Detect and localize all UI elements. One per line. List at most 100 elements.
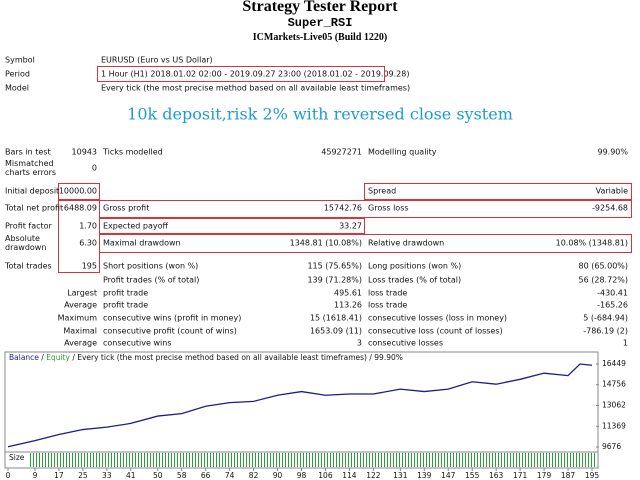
highlight-box: [364, 183, 632, 200]
y-tick-label: 14756: [602, 380, 626, 389]
x-tick-label: 33: [102, 471, 112, 480]
stat-label: Profit trades (% of total): [103, 275, 200, 285]
x-tick-label: 90: [273, 471, 283, 480]
info-value: EURUSD (Euro vs US Dollar): [101, 55, 213, 65]
info-value: 1 Hour (H1) 2018.01.02 02:00 - 2019.09.2…: [101, 69, 410, 79]
x-tick-label: 163: [489, 471, 504, 480]
x-tick-label: 106: [318, 471, 333, 480]
info-value: Every tick (the most precise method base…: [101, 83, 411, 93]
stat-value: Largest: [67, 288, 97, 298]
stat-label: Short positions (won %): [103, 261, 199, 271]
stat-label: Gross loss: [368, 203, 409, 213]
stat-value: Average: [64, 338, 97, 348]
x-tick-label: 122: [366, 471, 381, 480]
highlight-box: [99, 218, 365, 234]
stat-label: Profit factor: [5, 221, 52, 231]
stat-value: -165.26: [597, 300, 628, 310]
x-tick-label: 195: [585, 471, 600, 480]
stat-value: 80 (65.00%): [578, 261, 628, 271]
stat-label: Relative drawdown: [368, 238, 445, 248]
stat-value: 10943: [71, 147, 97, 157]
stat-value: 3: [356, 338, 362, 348]
x-tick-label: 17: [54, 471, 64, 480]
stat-value: Variable: [595, 186, 628, 196]
x-tick-label: 171: [513, 471, 528, 480]
highlight-box: [58, 183, 100, 200]
stat-label: Gross profit: [103, 203, 150, 213]
y-tick-label: 9676: [602, 442, 621, 451]
x-tick-label: 9: [33, 471, 38, 480]
stat-label: loss trade: [368, 288, 408, 298]
stat-label: Total net profit: [5, 203, 64, 213]
stat-label: Modelling quality: [368, 147, 437, 157]
stat-value: 6.30: [79, 238, 97, 248]
x-tick-label: 41: [126, 471, 136, 480]
stat-value: 45927271: [321, 147, 362, 157]
stat-label: consecutive wins (profit in money): [103, 313, 242, 323]
legend: Balance / Equity / Every tick (the most …: [9, 353, 403, 362]
x-tick-label: 131: [393, 471, 408, 480]
highlight-box: [97, 66, 385, 82]
stat-value: 0: [91, 163, 97, 173]
stat-value: 6488.09: [63, 203, 97, 213]
highlight-box: [99, 234, 632, 253]
highlight-box: [99, 200, 632, 218]
stat-label: consecutive losses (loss in money): [368, 313, 508, 323]
legend-note: 99.90%: [374, 353, 403, 362]
stat-value: 15742.76: [323, 203, 362, 213]
stat-label: profit trade: [103, 288, 149, 298]
x-tick-label: 50: [153, 471, 163, 480]
stat-value: -430.41: [597, 288, 628, 298]
stat-label: Total trades: [5, 261, 52, 271]
report-title: Strategy Tester Report: [242, 0, 398, 15]
stat-value: 115 (75.65%): [307, 261, 362, 271]
stat-label: Spread: [368, 186, 397, 196]
stat-value: 5 (-684.94): [583, 313, 628, 323]
stat-label: consecutive profit (count of wins): [103, 326, 237, 336]
size-bars: [30, 453, 596, 467]
legend-note: Every tick (the most precise method base…: [77, 353, 367, 362]
x-tick-label: 0: [6, 471, 11, 480]
stat-value: 1348.81 (10.08%): [289, 238, 362, 248]
balance-line: [7, 363, 593, 448]
stat-value: 139 (71.28%): [307, 275, 362, 285]
stat-value: Maximal: [63, 326, 97, 336]
x-tick-label: 155: [465, 471, 480, 480]
y-tick-label: 11369: [602, 421, 626, 430]
stat-value: 10.08% (1348.81): [555, 238, 628, 248]
x-tick-label: 58: [177, 471, 187, 480]
stat-label: Long positions (won %): [368, 261, 462, 271]
info-label: Period: [5, 69, 30, 79]
stat-label: Loss trades (% of total): [368, 275, 462, 285]
stat-label: Absolute drawdown: [5, 234, 47, 252]
report-subtitle: Super_RSI: [287, 16, 353, 30]
stat-label: Maximal drawdown: [103, 238, 181, 248]
x-tick-label: 66: [201, 471, 211, 480]
x-tick-label: 25: [78, 471, 88, 480]
legend-entry: Balance: [9, 353, 39, 362]
x-tick-label: 82: [249, 471, 259, 480]
stat-label: loss trade: [368, 300, 408, 310]
stat-value: 113.26: [334, 300, 362, 310]
stat-value: 1653.09 (11): [309, 326, 362, 336]
chart-frame: [4, 351, 599, 469]
stat-value: 99.90%: [597, 147, 628, 157]
stat-value: 10000.00: [58, 186, 97, 196]
x-tick-label: 114: [342, 471, 357, 480]
y-tick-label: 16449: [602, 359, 626, 368]
stat-value: Maximum: [57, 313, 97, 323]
stat-value: 1.70: [79, 221, 97, 231]
x-tick-label: 187: [561, 471, 576, 480]
headline: 10k deposit,risk 2% with reversed close …: [127, 104, 513, 124]
x-tick-label: 147: [441, 471, 456, 480]
stat-value: -786.19 (2): [583, 326, 628, 336]
x-tick-label: 98: [297, 471, 307, 480]
stat-label: consecutive loss (count of losses): [368, 326, 503, 336]
stat-label: Expected payoff: [103, 221, 168, 231]
server-name: ICMarkets-Live05 (Build 1220): [252, 32, 388, 43]
stat-value: 56 (28.72%): [578, 275, 628, 285]
x-tick-label: 74: [225, 471, 235, 480]
legend-entry: Equity: [46, 353, 70, 362]
stat-value: 495.61: [334, 288, 362, 298]
